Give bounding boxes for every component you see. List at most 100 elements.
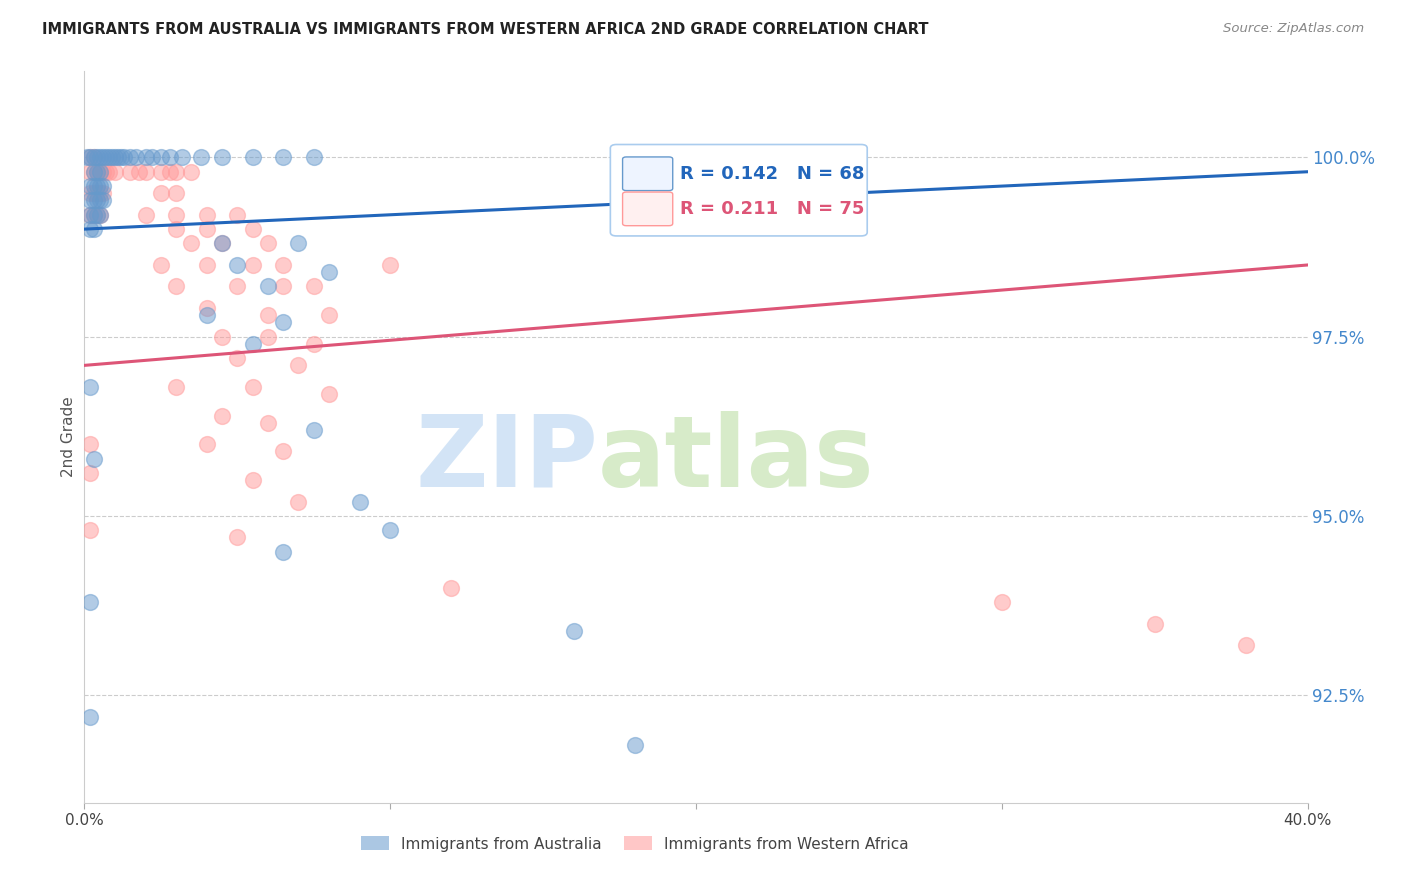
Point [120, 165, 142, 179]
Point [226, 279, 249, 293]
Point [257, 308, 280, 322]
FancyBboxPatch shape [623, 192, 672, 226]
Point [685, 150, 707, 164]
Point [991, 595, 1014, 609]
Point [79, 380, 101, 394]
Point [302, 279, 325, 293]
Point [195, 222, 218, 236]
Point [318, 308, 340, 322]
Point [242, 150, 264, 164]
Point [440, 581, 463, 595]
Point [89, 186, 111, 201]
Point [271, 545, 294, 559]
Point [101, 150, 124, 164]
Point [226, 258, 249, 272]
Point [83, 208, 105, 222]
Point [190, 150, 212, 164]
Point [91, 150, 114, 164]
Text: R = 0.211   N = 75: R = 0.211 N = 75 [681, 200, 865, 218]
Point [380, 524, 402, 538]
Point [86, 150, 108, 164]
Point [287, 359, 309, 373]
Point [211, 236, 233, 251]
FancyBboxPatch shape [610, 145, 868, 235]
Point [79, 524, 101, 538]
Point [135, 165, 157, 179]
Point [172, 150, 194, 164]
Point [257, 416, 280, 430]
Point [83, 451, 105, 466]
Point [91, 194, 114, 208]
Point [180, 236, 202, 251]
Point [89, 208, 111, 222]
Point [79, 208, 101, 222]
Point [79, 150, 101, 164]
Point [91, 165, 114, 179]
Point [211, 329, 233, 343]
Point [79, 437, 101, 451]
Point [149, 258, 172, 272]
Point [1143, 616, 1166, 631]
Point [83, 194, 105, 208]
Point [165, 279, 187, 293]
Point [318, 265, 340, 279]
Point [159, 165, 181, 179]
Point [86, 208, 108, 222]
Point [79, 208, 101, 222]
Point [149, 165, 172, 179]
Point [380, 258, 402, 272]
Point [257, 236, 280, 251]
Point [83, 150, 105, 164]
Point [79, 466, 101, 480]
Point [242, 258, 264, 272]
Point [125, 150, 148, 164]
Point [287, 494, 309, 508]
Point [79, 150, 101, 164]
Point [159, 150, 181, 164]
Point [89, 150, 111, 164]
Point [86, 165, 108, 179]
Point [89, 194, 111, 208]
Point [271, 444, 294, 458]
Point [83, 179, 105, 194]
Point [97, 165, 120, 179]
Point [226, 531, 249, 545]
Point [562, 624, 585, 638]
Point [128, 165, 150, 179]
Point [104, 165, 127, 179]
Point [83, 150, 105, 164]
Point [271, 258, 294, 272]
Point [83, 186, 105, 201]
Point [226, 208, 249, 222]
Point [94, 150, 117, 164]
Point [242, 380, 264, 394]
Point [165, 380, 187, 394]
Y-axis label: 2nd Grade: 2nd Grade [60, 397, 76, 477]
Point [83, 208, 105, 222]
Point [302, 150, 325, 164]
Point [89, 165, 111, 179]
Point [86, 186, 108, 201]
Point [195, 301, 218, 315]
Point [86, 194, 108, 208]
Point [302, 423, 325, 437]
Text: Source: ZipAtlas.com: Source: ZipAtlas.com [1223, 22, 1364, 36]
Point [242, 473, 264, 487]
Point [135, 208, 157, 222]
Point [318, 387, 340, 401]
Point [83, 222, 105, 236]
Point [257, 279, 280, 293]
Point [79, 710, 101, 724]
Point [165, 165, 187, 179]
Point [242, 222, 264, 236]
Point [271, 279, 294, 293]
Point [107, 150, 129, 164]
Point [776, 150, 799, 164]
Point [83, 165, 105, 179]
Point [211, 409, 233, 423]
Text: ZIP: ZIP [415, 410, 598, 508]
Point [180, 165, 202, 179]
Point [302, 336, 325, 351]
Point [79, 194, 101, 208]
FancyBboxPatch shape [623, 157, 672, 191]
